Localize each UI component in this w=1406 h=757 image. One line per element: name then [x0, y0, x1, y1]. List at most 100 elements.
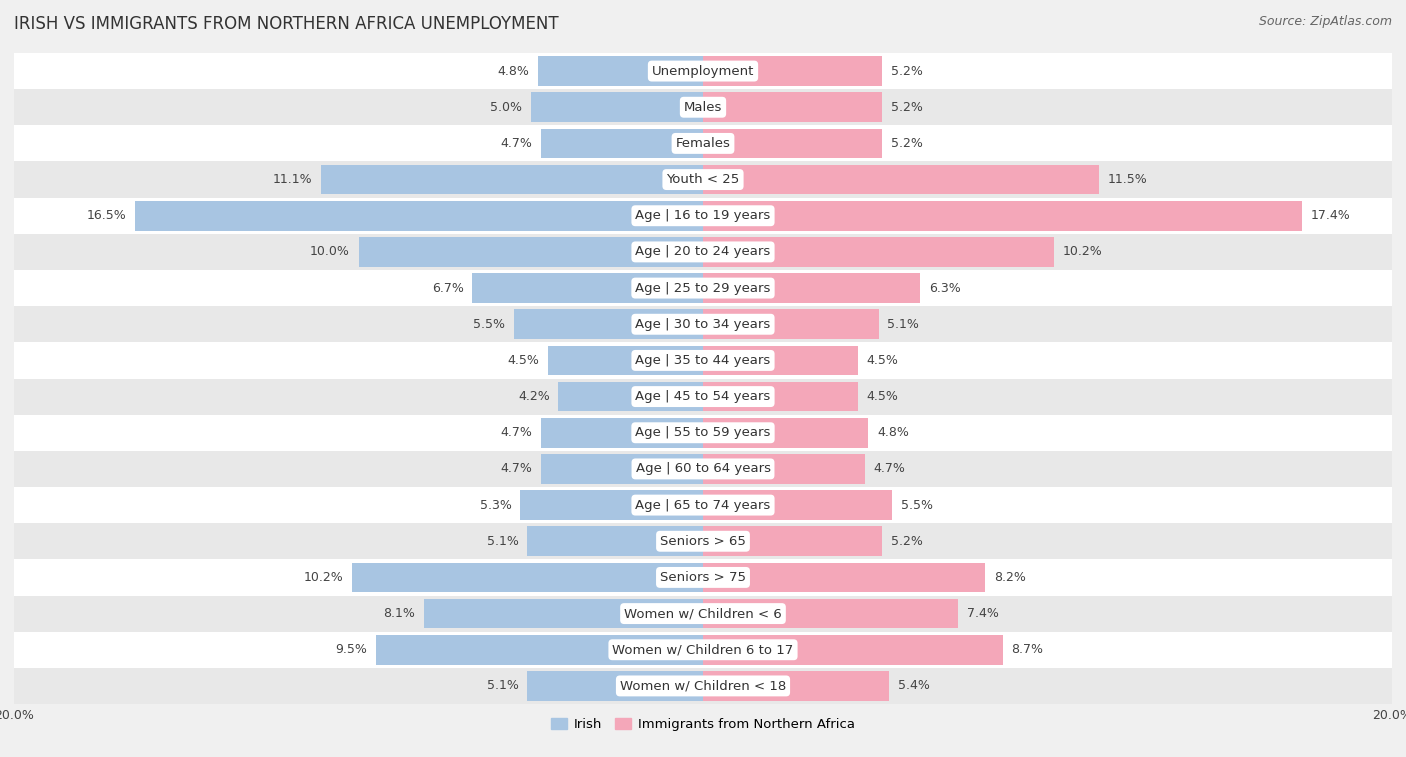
Text: 8.2%: 8.2% [994, 571, 1026, 584]
Bar [135, 201, 703, 231]
Text: 11.5%: 11.5% [1108, 173, 1147, 186]
Text: 16.5%: 16.5% [86, 209, 127, 223]
Bar [541, 454, 703, 484]
Bar [558, 382, 703, 411]
Bar [703, 201, 1302, 231]
Text: 17.4%: 17.4% [1310, 209, 1351, 223]
Text: 5.1%: 5.1% [486, 680, 519, 693]
Bar [703, 382, 858, 411]
Bar [537, 56, 703, 86]
Text: 4.7%: 4.7% [873, 463, 905, 475]
Bar [531, 92, 703, 122]
Text: 5.3%: 5.3% [479, 499, 512, 512]
Text: Women w/ Children < 18: Women w/ Children < 18 [620, 680, 786, 693]
Bar [527, 526, 703, 556]
Bar [14, 270, 1392, 306]
Text: 6.7%: 6.7% [432, 282, 464, 294]
Bar [14, 451, 1392, 487]
Text: Males: Males [683, 101, 723, 114]
Bar [14, 234, 1392, 270]
Text: Age | 30 to 34 years: Age | 30 to 34 years [636, 318, 770, 331]
Text: 10.2%: 10.2% [304, 571, 343, 584]
Bar [703, 454, 865, 484]
Text: Unemployment: Unemployment [652, 64, 754, 77]
Bar [14, 668, 1392, 704]
Text: IRISH VS IMMIGRANTS FROM NORTHERN AFRICA UNEMPLOYMENT: IRISH VS IMMIGRANTS FROM NORTHERN AFRICA… [14, 15, 558, 33]
Bar [703, 418, 869, 447]
Text: 5.0%: 5.0% [491, 101, 522, 114]
Text: Age | 65 to 74 years: Age | 65 to 74 years [636, 499, 770, 512]
Text: 8.1%: 8.1% [384, 607, 415, 620]
Text: 7.4%: 7.4% [966, 607, 998, 620]
Bar [548, 346, 703, 375]
Text: Age | 60 to 64 years: Age | 60 to 64 years [636, 463, 770, 475]
Text: 5.1%: 5.1% [887, 318, 920, 331]
Text: Age | 25 to 29 years: Age | 25 to 29 years [636, 282, 770, 294]
Text: 5.2%: 5.2% [891, 101, 922, 114]
Text: Age | 35 to 44 years: Age | 35 to 44 years [636, 354, 770, 367]
Bar [703, 237, 1054, 266]
Bar [14, 415, 1392, 451]
Text: 5.5%: 5.5% [472, 318, 505, 331]
Text: 5.1%: 5.1% [486, 534, 519, 548]
Bar [359, 237, 703, 266]
Text: Age | 20 to 24 years: Age | 20 to 24 years [636, 245, 770, 258]
Text: 5.5%: 5.5% [901, 499, 934, 512]
Text: Seniors > 75: Seniors > 75 [659, 571, 747, 584]
Bar [703, 92, 882, 122]
Text: 5.4%: 5.4% [897, 680, 929, 693]
Text: Source: ZipAtlas.com: Source: ZipAtlas.com [1258, 15, 1392, 28]
Bar [14, 53, 1392, 89]
Text: 6.3%: 6.3% [928, 282, 960, 294]
Text: Age | 45 to 54 years: Age | 45 to 54 years [636, 390, 770, 403]
Text: 5.2%: 5.2% [891, 137, 922, 150]
Bar [703, 526, 882, 556]
Bar [321, 165, 703, 195]
Bar [14, 378, 1392, 415]
Bar [14, 631, 1392, 668]
Bar [14, 559, 1392, 596]
Bar [527, 671, 703, 701]
Text: 4.8%: 4.8% [877, 426, 908, 439]
Text: Age | 55 to 59 years: Age | 55 to 59 years [636, 426, 770, 439]
Text: Youth < 25: Youth < 25 [666, 173, 740, 186]
Bar [703, 273, 920, 303]
Bar [14, 126, 1392, 161]
Text: Women w/ Children 6 to 17: Women w/ Children 6 to 17 [613, 643, 793, 656]
Text: 5.2%: 5.2% [891, 64, 922, 77]
Text: 4.5%: 4.5% [508, 354, 540, 367]
Text: 9.5%: 9.5% [335, 643, 367, 656]
Bar [352, 562, 703, 592]
Bar [703, 491, 893, 520]
Bar [14, 596, 1392, 631]
Bar [541, 418, 703, 447]
Bar [513, 310, 703, 339]
Bar [472, 273, 703, 303]
Text: 4.2%: 4.2% [517, 390, 550, 403]
Text: 10.0%: 10.0% [311, 245, 350, 258]
Text: Age | 16 to 19 years: Age | 16 to 19 years [636, 209, 770, 223]
Bar [703, 562, 986, 592]
Bar [520, 491, 703, 520]
Text: Females: Females [675, 137, 731, 150]
Bar [375, 635, 703, 665]
Bar [703, 310, 879, 339]
Bar [14, 523, 1392, 559]
Legend: Irish, Immigrants from Northern Africa: Irish, Immigrants from Northern Africa [546, 713, 860, 737]
Bar [14, 198, 1392, 234]
Text: Seniors > 65: Seniors > 65 [659, 534, 747, 548]
Bar [14, 89, 1392, 126]
Text: 5.2%: 5.2% [891, 534, 922, 548]
Bar [703, 635, 1002, 665]
Text: 4.5%: 4.5% [866, 390, 898, 403]
Text: 8.7%: 8.7% [1011, 643, 1043, 656]
Text: 4.7%: 4.7% [501, 137, 533, 150]
Text: 4.5%: 4.5% [866, 354, 898, 367]
Text: Women w/ Children < 6: Women w/ Children < 6 [624, 607, 782, 620]
Bar [703, 56, 882, 86]
Bar [703, 671, 889, 701]
Bar [14, 487, 1392, 523]
Bar [14, 161, 1392, 198]
Text: 4.7%: 4.7% [501, 426, 533, 439]
Bar [541, 129, 703, 158]
